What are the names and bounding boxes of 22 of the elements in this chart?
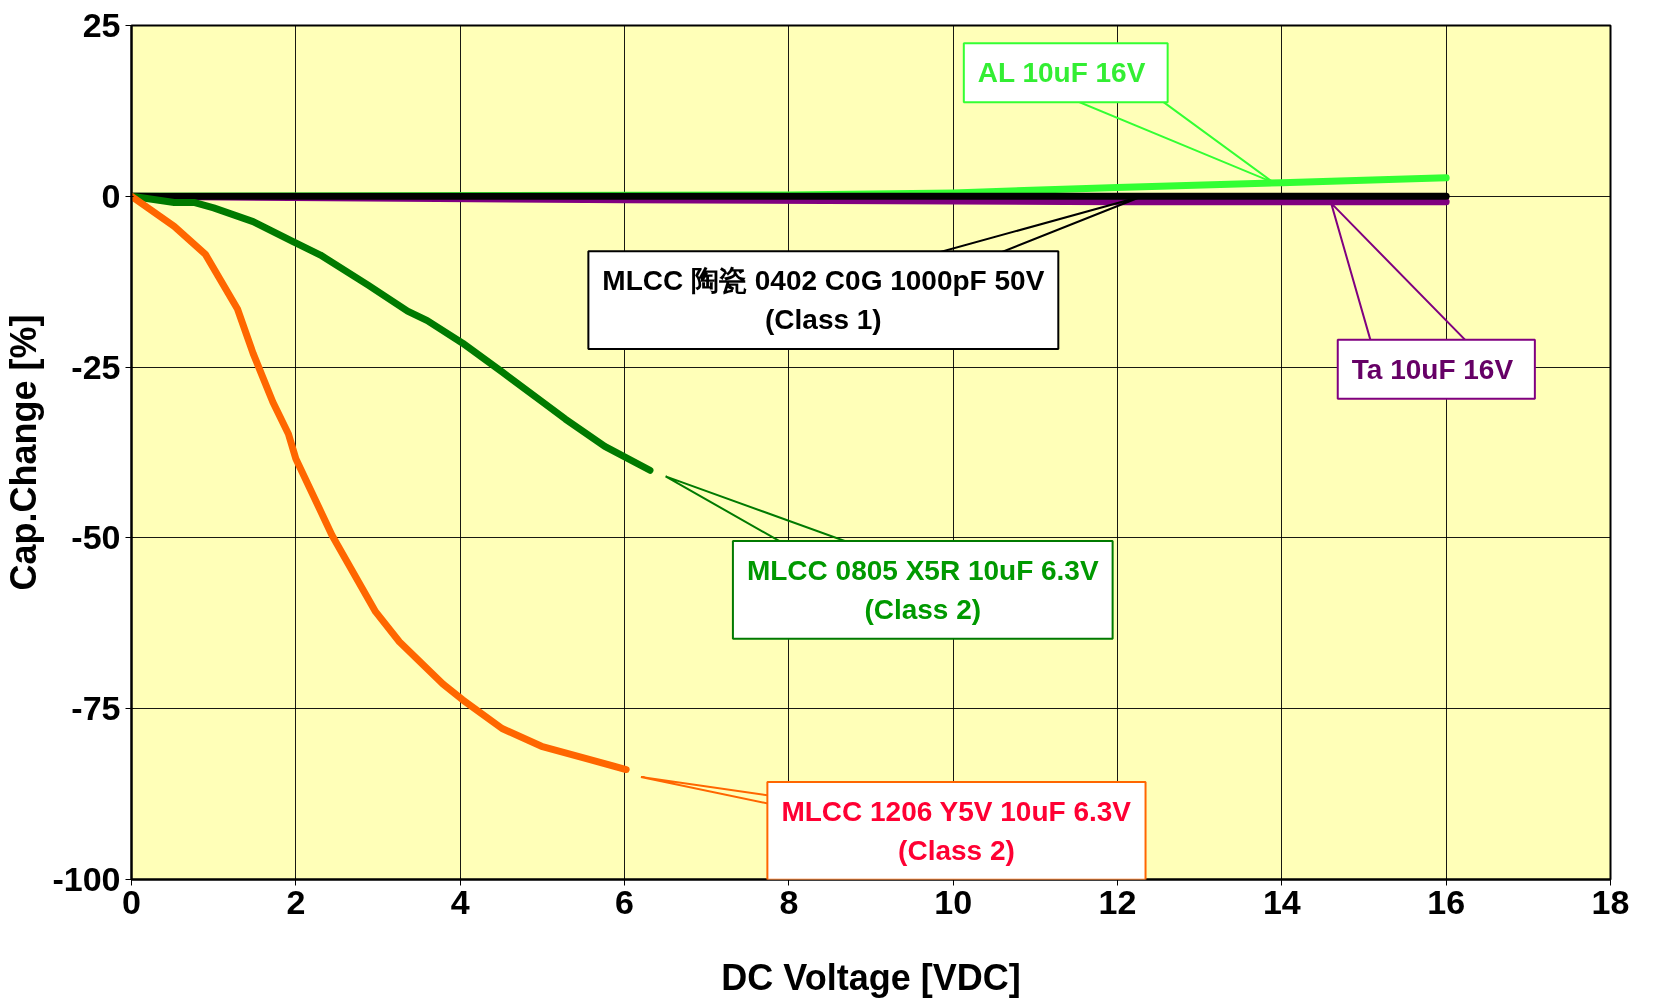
x-tick-label: 10 [934,882,973,921]
x-tick-label: 16 [1427,882,1466,921]
text: MLCC 1206 Y5V 10uF 6.3V (Class 2) [781,796,1132,866]
y-tick-label: 0 [101,176,121,215]
x-tick-label: 6 [615,882,634,921]
x-tick-label: 2 [286,882,306,921]
text: MLCC 陶瓷 0402 C0G 1000pF 50V (Class 1) [602,265,1045,336]
y-axis-title: Cap.Change [%] [3,314,45,591]
x-axis-title: DC Voltage [VDC] [721,956,1021,998]
x-tick-label: 12 [1098,882,1137,921]
x-tick-label: 18 [1591,882,1630,921]
y-tick-label: -50 [71,518,121,557]
x-tick-label: 8 [779,882,799,921]
text: MLCC 0805 X5R 10uF 6.3V (Class 2) [746,554,1099,625]
y-tick-label: -25 [71,347,121,386]
text: AL 10uF 16V [977,57,1146,89]
y-tick-label: -75 [71,689,121,728]
y-tick-label: 25 [82,6,121,44]
x-tick-label: 14 [1262,882,1301,921]
text: Ta 10uF 16V [1351,353,1514,385]
y-tick-label: -100 [52,860,121,898]
x-tick-label: 4 [450,882,470,921]
